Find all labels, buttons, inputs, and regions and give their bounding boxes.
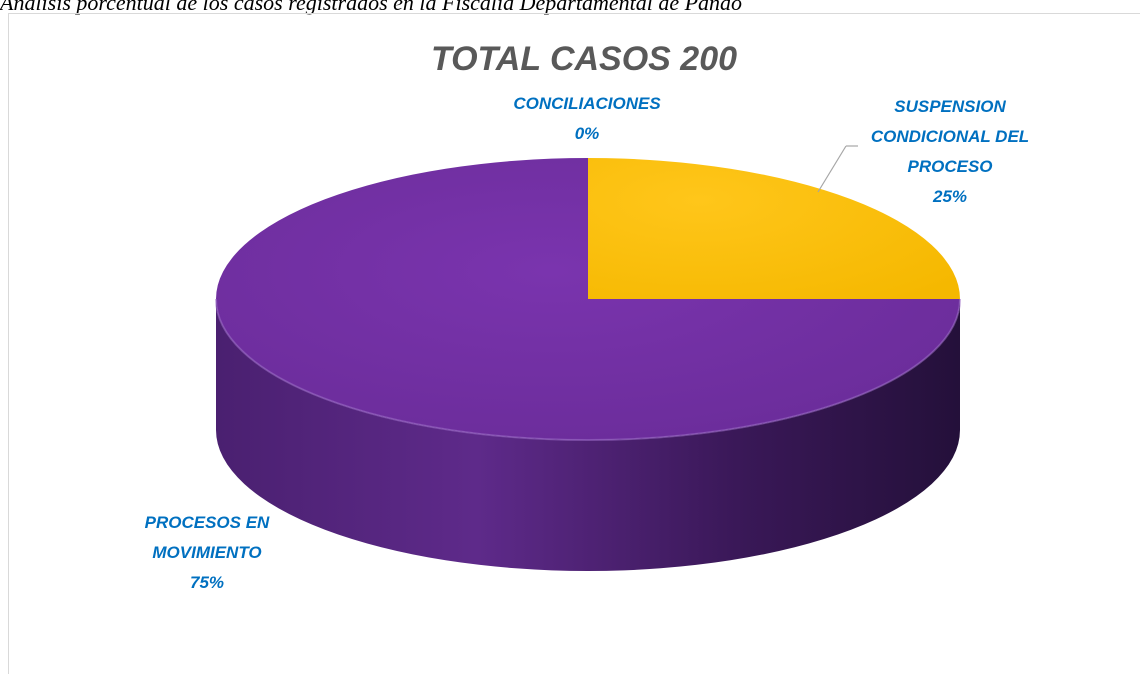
data-label-suspension-condicional-del-proceso: SUSPENSION CONDICIONAL DEL PROCESO 25% — [871, 97, 1029, 206]
pie-slice-procesos-en-movimiento — [216, 158, 960, 440]
leader-line-suspension — [817, 145, 847, 193]
chart-area — [8, 13, 1140, 674]
pie-side-wall — [216, 299, 960, 571]
pie-body — [215, 158, 961, 571]
data-label-conciliaciones: CONCILIACIONES 0% — [513, 94, 661, 143]
data-labels: SUSPENSION CONDICIONAL DEL PROCESO 25% PROCE… — [145, 94, 1030, 592]
pie-slice-suspension-condicional-del-proceso — [588, 158, 960, 299]
chart-title: TOTAL CASOS 200 — [431, 40, 737, 78]
data-label-procesos-en-movimiento: PROCESOS EN MOVIMIENTO 75% — [145, 513, 270, 592]
figure-caption: Análisis porcentual de los casos registr… — [0, 0, 743, 15]
pie-rim-highlight — [215, 298, 961, 441]
